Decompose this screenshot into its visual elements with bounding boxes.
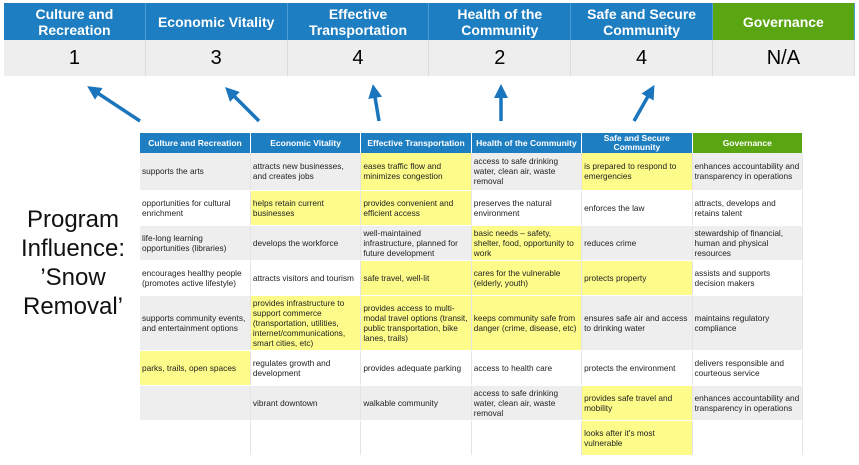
table-cell [471, 420, 583, 456]
table-cell: provides convenient and efficient access [360, 190, 472, 226]
arrow-icon [225, 87, 261, 123]
table-cell: opportunities for cultural enrichment [140, 190, 251, 226]
table-cell: keeps community safe from danger (crime,… [471, 295, 583, 351]
table-cell: preserves the natural environment [471, 190, 583, 226]
category-score: 4 [571, 40, 713, 76]
table-cell [692, 420, 804, 456]
table-cell: provides adequate parking [360, 350, 472, 386]
table-cell: attracts visitors and tourism [250, 260, 362, 296]
table-cell: enhances accountability and transparency… [692, 385, 804, 421]
table-column-header: Governance [692, 133, 804, 153]
table-row: opportunities for cultural enrichment hel… [140, 190, 804, 226]
table-column-header: Effective Transportation [360, 133, 472, 153]
table-cell: parks, trails, open spaces [140, 350, 251, 386]
table-row: encourages healthy people (promotes acti… [140, 260, 804, 296]
table-cell: access to health care [471, 350, 583, 386]
table-column-header: Safe and Secure Community [581, 133, 693, 153]
arrow-icon [87, 86, 141, 123]
table-cell: basic needs – safety, shelter, food, opp… [471, 225, 583, 261]
table-cell: provides safe travel and mobility [581, 385, 693, 421]
table-cell: protects the environment [581, 350, 693, 386]
scorecard: Culture and Recreation Economic Vitality E… [4, 3, 855, 76]
table-row: looks after it's most vulnerable [140, 420, 804, 456]
category-header: Economic Vitality [145, 3, 288, 40]
table-cell: cares for the vulnerable (elderly, youth… [471, 260, 583, 296]
table-row: vibrant downtown walkable community access… [140, 385, 804, 421]
table-row: supports the arts attracts new businesses… [140, 153, 804, 191]
table-cell: ensures safe air and access to drinking … [581, 295, 693, 351]
category-header: Effective Transportation [287, 3, 430, 40]
category-score: 3 [145, 40, 288, 76]
table-cell: protects property [581, 260, 693, 296]
table-column-header: Culture and Recreation [140, 133, 251, 153]
table-cell: looks after it's most vulnerable [581, 420, 693, 456]
category-header: Culture and Recreation [4, 3, 146, 40]
table-cell: develops the workforce [250, 225, 362, 261]
table-row: parks, trails, open spaces regulates grow… [140, 350, 804, 386]
category-header: Health of the Community [429, 3, 572, 40]
table-cell: access to safe drinking water, clean air… [471, 153, 583, 191]
table-cell [360, 420, 472, 456]
table-cell: walkable community [360, 385, 472, 421]
table-cell: vibrant downtown [250, 385, 362, 421]
influence-table: Culture and Recreation Economic Vitality E… [140, 133, 804, 456]
table-cell: attracts, develops and retains talent [692, 190, 804, 226]
table-cell: supports community events, and entertain… [140, 295, 251, 351]
table-cell: regulates growth and development [250, 350, 362, 386]
table-cell: helps retain current businesses [250, 190, 362, 226]
table-cell: safe travel, well-lit [360, 260, 472, 296]
table-cell: delivers responsible and courteous servi… [692, 350, 804, 386]
category-score: 2 [429, 40, 572, 76]
table-cell: provides infrastructure to support comme… [250, 295, 362, 351]
table-row: supports community events, and entertain… [140, 295, 804, 351]
program-influence-title: Program Influence: ’Snow Removal’ [20, 206, 126, 320]
table-cell: encourages healthy people (promotes acti… [140, 260, 251, 296]
table-cell: supports the arts [140, 153, 251, 191]
category-score: 4 [287, 40, 430, 76]
table-column-header: Health of the Community [471, 133, 583, 153]
table-row: life-long learning opportunities (librar… [140, 225, 804, 261]
category-header: Governance [712, 3, 855, 40]
table-cell [250, 420, 362, 456]
table-cell: assists and supports decision makers [692, 260, 804, 296]
table-cell: eases traffic flow and minimizes congest… [360, 153, 472, 191]
table-cell [140, 420, 251, 456]
arrow-icon [368, 84, 383, 122]
table-cell: enforces the law [581, 190, 693, 226]
table-cell: access to safe drinking water, clean air… [471, 385, 583, 421]
table-cell [140, 385, 251, 421]
table-cell: attracts new businesses, and creates job… [250, 153, 362, 191]
table-cell: well-maintained infrastructure, planned … [360, 225, 472, 261]
table-cell: life-long learning opportunities (librar… [140, 225, 251, 261]
table-column-header: Economic Vitality [250, 133, 362, 153]
table-cell: provides access to multi-modal travel op… [360, 295, 472, 351]
category-score: 1 [4, 40, 146, 76]
table-cell: is prepared to respond to emergencies [581, 153, 693, 191]
arrow-icon [632, 84, 655, 122]
table-cell: enhances accountability and transparency… [692, 153, 804, 191]
table-cell: reduces crime [581, 225, 693, 261]
table-cell: stewardship of financial, human and phys… [692, 225, 804, 261]
table-cell: maintains regulatory compliance [692, 295, 804, 351]
category-score: N/A [712, 40, 855, 76]
category-header: Safe and Secure Community [571, 3, 713, 40]
